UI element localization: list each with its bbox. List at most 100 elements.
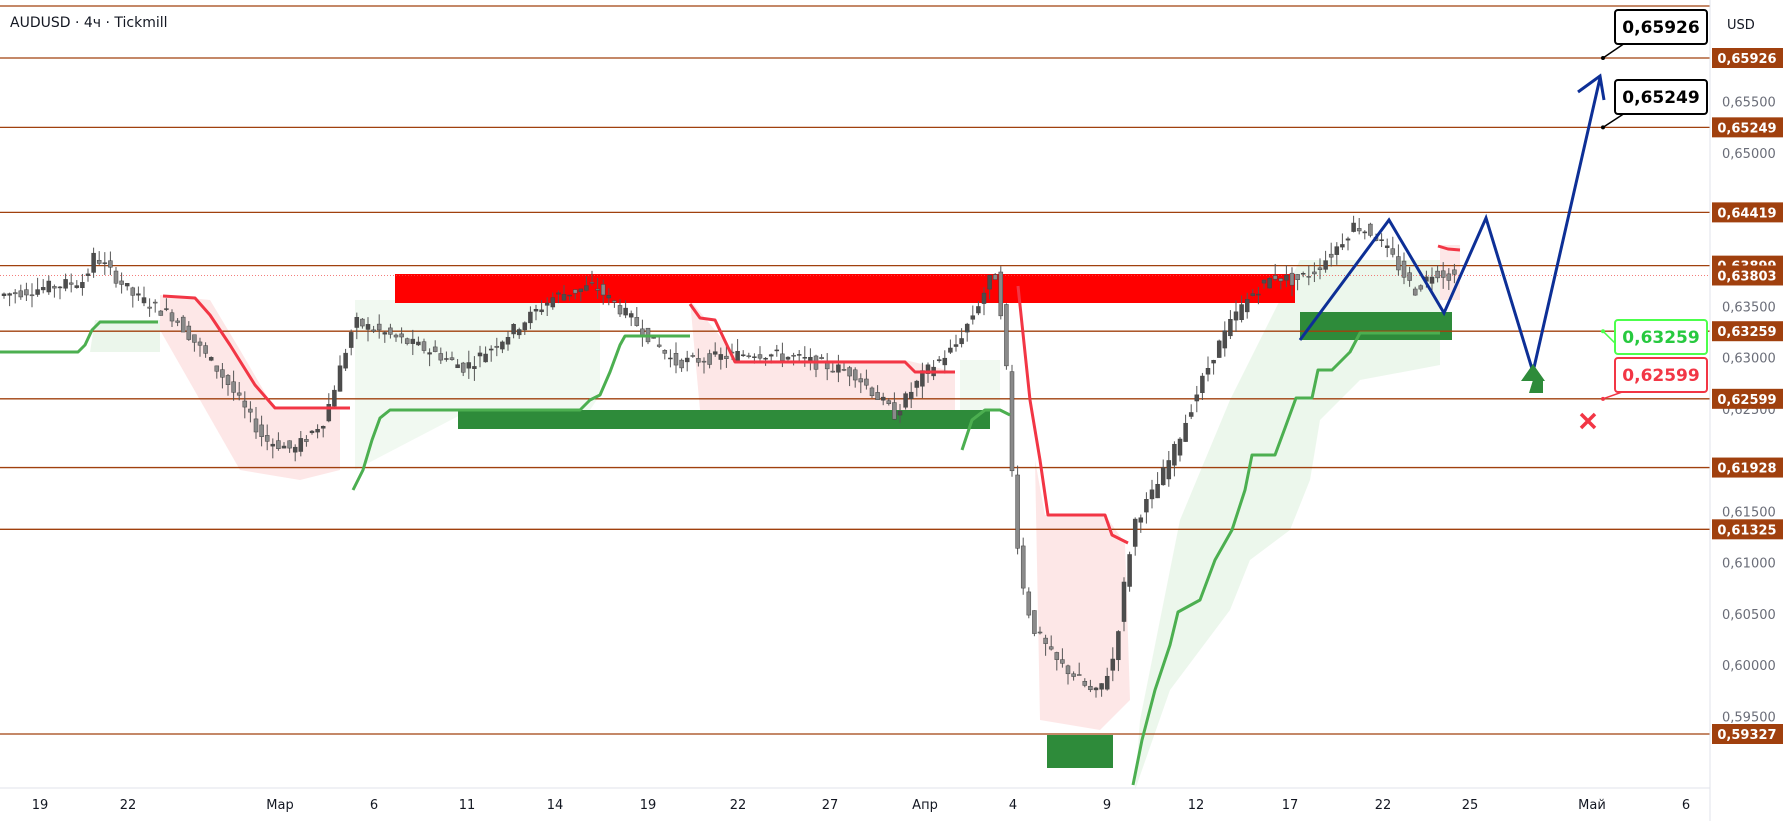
candle-body (192, 334, 197, 343)
candle-body (225, 375, 231, 385)
stop-callout-dot (1601, 396, 1605, 401)
candle-body (136, 293, 141, 296)
candle-body (1194, 394, 1200, 402)
candle-body (124, 283, 130, 287)
buy-arrow-icon (1521, 364, 1545, 393)
candle-body (1256, 293, 1261, 296)
candle-body (1340, 244, 1345, 248)
candle-body (673, 352, 679, 366)
candle-body (522, 322, 528, 331)
candle-body (886, 400, 892, 404)
candle-body (1418, 285, 1424, 290)
fill-up (0, 320, 160, 352)
candle-body (488, 348, 494, 351)
candle-body (483, 353, 488, 363)
candle-body (511, 324, 516, 335)
candle-body (1222, 330, 1228, 349)
candle-body (220, 369, 225, 378)
level-badge-label: 0,61928 (1717, 462, 1776, 477)
candle-body (953, 344, 959, 347)
candle-body (718, 354, 724, 360)
candle-body (1048, 646, 1054, 650)
candle-body (40, 287, 46, 291)
level-badge-label: 0,65926 (1717, 52, 1776, 67)
candle-body (102, 262, 108, 264)
fill-down (1035, 460, 1130, 730)
trend-line (0, 244, 1461, 786)
candle-body (360, 318, 365, 327)
candle-body (91, 252, 96, 273)
x-tick-label: 22 (730, 798, 747, 813)
candle-body (903, 393, 908, 408)
candle-body (1351, 222, 1356, 232)
candle-body (74, 285, 80, 288)
support-zone (1047, 735, 1113, 768)
candle-body (1188, 412, 1194, 417)
candle-body (533, 308, 539, 312)
candle-body (432, 346, 438, 352)
candle-body (399, 333, 404, 338)
candle-body (1396, 256, 1401, 271)
price-badges: 0,659260,652490,644190,638990,632590,625… (1712, 48, 1783, 744)
candle-body (1032, 610, 1037, 634)
target-callout-label: 0,65926 (1622, 18, 1699, 38)
x-tick-label: 27 (822, 798, 839, 813)
support-zone (1300, 312, 1452, 340)
candle-body (1440, 270, 1446, 278)
candle-body (455, 364, 460, 369)
candle-body (1267, 278, 1272, 289)
fill-up (960, 360, 1000, 415)
candle-body (662, 350, 668, 354)
candle-body (802, 357, 808, 359)
candle-body (763, 357, 768, 360)
candle-body (1060, 659, 1065, 664)
x-tick-label: 19 (32, 798, 49, 813)
candle-body (830, 370, 836, 373)
candle-body (477, 352, 483, 357)
candle-body (1407, 272, 1412, 281)
candle-body (1306, 276, 1312, 278)
candle-body (449, 357, 455, 360)
level-lines (0, 5, 1710, 735)
x-tick-label: Май (1578, 798, 1606, 813)
candle-body (175, 320, 180, 323)
candle-body (315, 428, 320, 433)
y-tick-label: 0,65500 (1722, 96, 1776, 111)
candle-body (80, 282, 85, 289)
candle-body (556, 292, 561, 295)
candle-body (1127, 554, 1132, 587)
y-tick-label: 0,60000 (1722, 659, 1776, 674)
trend-line-up (1131, 331, 1440, 786)
candle-body (113, 270, 119, 284)
candle-body (908, 391, 914, 399)
x-tick-label: 11 (459, 798, 476, 813)
candle-body (1216, 340, 1222, 358)
level-badge-label: 0,63259 (1717, 325, 1776, 340)
candle-body (1272, 275, 1278, 280)
candle-body (416, 341, 421, 346)
level-badge-label: 0,64419 (1717, 206, 1776, 221)
entry-callout-dot (1601, 329, 1605, 334)
candle-body (1390, 248, 1396, 255)
candle-body (572, 289, 578, 294)
candle-body (1239, 304, 1244, 320)
candle-body (880, 396, 886, 401)
candle-body (735, 350, 740, 362)
x-tick-label: 6 (370, 798, 378, 813)
candle-body (785, 356, 791, 360)
candle-body (936, 359, 942, 362)
x-tick-label: 14 (547, 798, 564, 813)
zones (395, 274, 1452, 768)
candle-body (388, 327, 393, 335)
candle-body (1065, 665, 1071, 675)
candle-body (242, 400, 248, 408)
level-badge (1712, 388, 1783, 409)
candle-body (264, 435, 270, 442)
x-tick-label: 4 (1009, 798, 1017, 813)
candle-body (1452, 269, 1457, 275)
trend-line-down (162, 294, 350, 410)
candle-body (421, 341, 427, 351)
candle-body (914, 380, 920, 388)
x-tick-label: 6 (1682, 798, 1690, 813)
